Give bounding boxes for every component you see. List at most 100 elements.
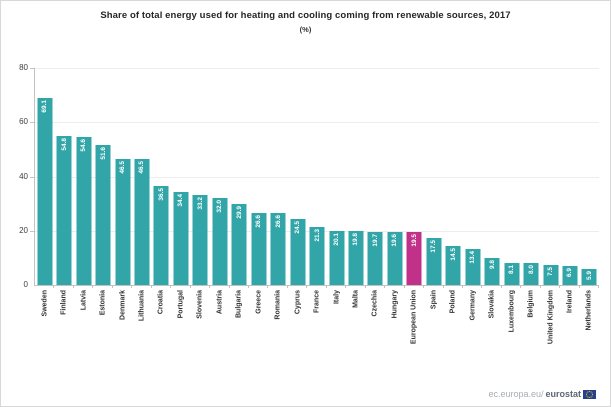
bar-column: 21.3 France <box>307 68 327 313</box>
bar-value-label: 29.9 <box>235 205 243 219</box>
bar-category-label: Belgium <box>527 290 535 318</box>
bar-column: 24.5 Cyprus <box>288 68 308 314</box>
bar: 19.6 <box>387 231 403 285</box>
x-axis-tick <box>481 285 483 288</box>
y-axis-tick <box>30 122 35 124</box>
bar: 26.6 <box>251 212 267 285</box>
bar-series: 69.1 Sweden 54.8 Finland 54.6 Latvia 51.6 Eston… <box>35 68 600 344</box>
bar: 7.5 <box>543 264 558 285</box>
y-axis-tick-label: 20 <box>19 225 28 235</box>
bar: 33.2 <box>192 194 208 285</box>
bar-column: 13.4 Germany <box>463 68 483 320</box>
x-axis-tick <box>403 285 405 288</box>
bar-column: 8.1 Luxembourg <box>502 68 522 332</box>
bar-column: 9.8 Slovakia <box>482 68 502 318</box>
bar-column: 36.5 Croatia <box>152 68 172 314</box>
bar-category-label: Croatia <box>157 290 165 315</box>
bar-value-label: 54.8 <box>60 138 68 152</box>
x-axis-tick <box>131 285 133 288</box>
bar-value-label: 36.5 <box>157 188 165 201</box>
bar-category-label: Portugal <box>177 290 185 319</box>
bar-value-label: 26.6 <box>274 214 282 228</box>
x-axis-tick <box>247 285 249 288</box>
bar-category-label: Poland <box>449 290 457 314</box>
bar: 34.4 <box>173 191 189 285</box>
chart-title: Share of total energy used for heating a… <box>100 10 511 21</box>
bar-category-label: Italy <box>333 290 341 305</box>
x-axis-tick <box>228 285 230 288</box>
x-axis-tick <box>559 285 561 288</box>
bar-column: 29.9 Bulgaria <box>230 68 249 318</box>
bar: 46.5 <box>115 158 131 285</box>
bar-category-label: Latvia <box>80 290 88 311</box>
bar: 46.5 <box>134 158 150 285</box>
bar-category-label: Netherlands <box>585 290 593 331</box>
gridline <box>35 176 599 178</box>
bar: 69.1 <box>37 97 53 285</box>
bar-category-label: Estonia <box>99 290 107 316</box>
bar-category-label: Malta <box>352 290 360 308</box>
x-axis-tick <box>598 285 600 288</box>
y-axis-tick-label: 0 <box>23 280 28 289</box>
x-axis-tick <box>189 285 191 288</box>
bar-value-label: 26.6 <box>255 214 263 228</box>
bar: 29.9 <box>231 203 247 285</box>
bar-category-label: Luxembourg <box>508 290 516 333</box>
bar-column: 54.8 Finland <box>54 68 74 315</box>
x-axis-tick <box>345 285 347 288</box>
bar-column: 5.9 Netherlands <box>580 68 600 330</box>
bar: 14.5 <box>445 245 461 285</box>
bar-column: 34.4 Portugal <box>171 68 191 318</box>
x-axis-tick <box>92 285 94 288</box>
bar-category-label: Slovenia <box>196 290 204 319</box>
y-axis-tick <box>30 68 35 69</box>
x-axis-tick <box>286 285 288 288</box>
y-axis-tick-label: 40 <box>19 171 28 181</box>
bar-category-label: Spain <box>430 290 438 310</box>
bar: 54.6 <box>76 136 92 285</box>
bar-value-label: 33.2 <box>196 196 204 210</box>
bar: 5.9 <box>581 269 597 285</box>
bar: 19.5 <box>406 232 422 285</box>
bar-category-label: Denmark <box>119 290 127 320</box>
bar-value-label: 6.9 <box>566 268 574 278</box>
bar-category-label: European Union <box>410 290 418 345</box>
x-axis-tick <box>325 285 327 288</box>
x-axis-tick <box>209 285 211 288</box>
x-axis-tick <box>578 285 580 288</box>
bar-value-label: 19.8 <box>352 233 360 246</box>
bar-column: 19.8 Malta <box>346 68 366 308</box>
x-axis-tick <box>267 285 269 288</box>
bar-category-label: Czechia <box>371 290 379 317</box>
bar: 13.4 <box>465 248 481 285</box>
bar-value-label: 34.4 <box>177 193 185 207</box>
bar-column: 19.5 European Union <box>405 68 425 344</box>
y-axis-tick-label: 80 <box>19 63 28 72</box>
bar-category-label: Austria <box>216 290 224 315</box>
bar-category-label: Hungary <box>391 290 399 319</box>
bar-value-label: 19.6 <box>391 233 399 247</box>
bar-column: 8.0 Belgium <box>521 68 541 318</box>
x-axis-tick <box>539 285 541 288</box>
bar-value-label: 17.5 <box>430 239 438 253</box>
bar-column: 26.6 Greece <box>249 68 269 314</box>
bar-column: 51.6 Estonia <box>93 68 113 315</box>
x-axis-tick <box>442 285 444 288</box>
bar-column: 69.1 Sweden <box>35 68 55 316</box>
chart-subtitle: (%) <box>299 25 312 34</box>
footer-url-prefix: ec.europa.eu/ <box>488 389 544 399</box>
bar-value-label: 54.6 <box>80 138 88 152</box>
x-axis-tick <box>423 285 425 288</box>
bar-value-label: 8.0 <box>527 265 535 275</box>
x-axis-tick <box>520 285 522 288</box>
x-axis-tick <box>364 285 366 288</box>
x-axis-tick <box>111 285 113 288</box>
bar-value-label: 46.5 <box>119 160 127 174</box>
bar: 36.5 <box>153 186 169 285</box>
bar-value-label: 24.5 <box>294 220 302 234</box>
bar-column: 46.5 Denmark <box>113 68 133 320</box>
y-axis-tick <box>30 230 35 232</box>
bar-category-label: Bulgaria <box>235 290 243 319</box>
gridline <box>35 68 599 69</box>
bar-value-label: 19.5 <box>410 234 418 247</box>
